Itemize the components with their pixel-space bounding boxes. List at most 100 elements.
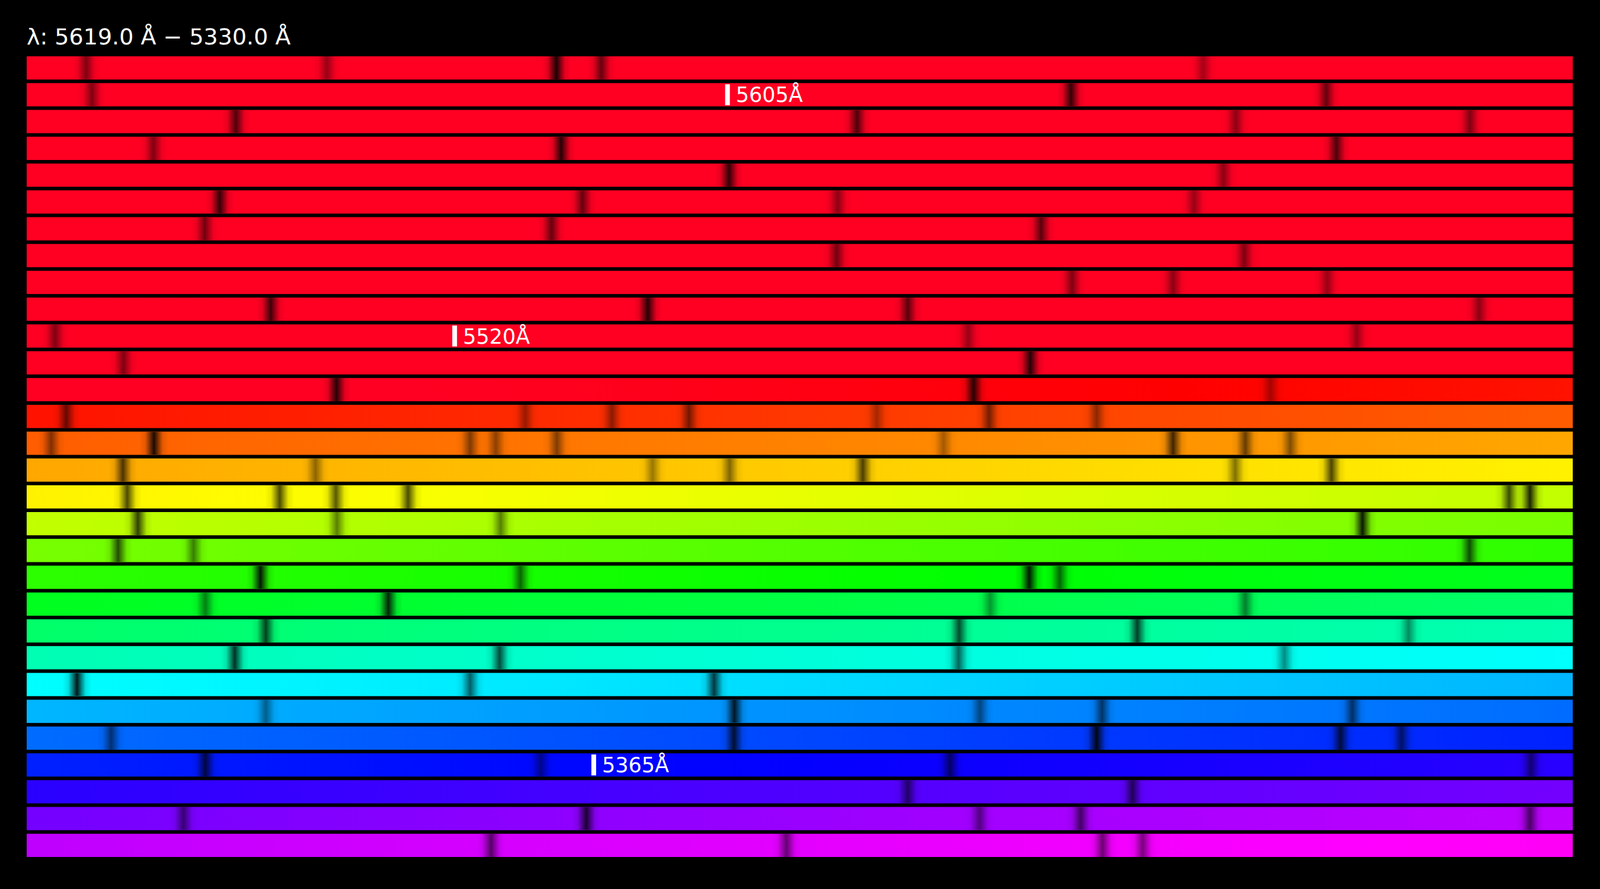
absorption-line (485, 645, 515, 670)
spectrum-row (26, 244, 1573, 268)
row-lines (108, 458, 1346, 482)
absorption-line (139, 136, 169, 160)
absorption-line (893, 297, 923, 321)
absorption-line (485, 512, 515, 536)
annotation-label: 5605Å (736, 81, 803, 107)
annotation-marker (452, 325, 457, 347)
title: λ: 5619.0 Å − 5330.0 Å (26, 23, 291, 50)
absorption-line (715, 458, 745, 482)
absorption-line (1515, 485, 1545, 509)
row-lines (109, 351, 1045, 375)
absorption-line (312, 56, 342, 80)
absorption-line (1515, 807, 1545, 831)
row-lines (1057, 270, 1342, 294)
absorption-line (1014, 565, 1044, 589)
row-lines (71, 56, 1218, 80)
absorption-line (699, 672, 729, 696)
absorption-line (1082, 404, 1112, 428)
absorption-line (848, 458, 878, 482)
absorption-line (1208, 163, 1238, 187)
spectrum-row (26, 351, 1573, 375)
background (0, 0, 1600, 889)
absorption-line (929, 431, 959, 455)
absorption-line (1158, 270, 1188, 294)
annotation-marker (591, 754, 597, 776)
absorption-line (1316, 458, 1346, 482)
absorption-line (542, 431, 572, 455)
absorption-line (40, 324, 70, 348)
absorption-line (481, 431, 511, 455)
row-lines (51, 404, 1111, 428)
absorption-line (51, 404, 81, 428)
spectrum-chart: 5605Å5520Å5365Åλ: 5619.0 Å − 5330.0 Å (0, 0, 1600, 889)
absorption-line (974, 404, 1004, 428)
absorption-line (719, 726, 749, 750)
absorption-line (1230, 431, 1260, 455)
row-lines (77, 82, 1341, 107)
absorption-line (1082, 726, 1112, 750)
absorption-line (1342, 324, 1372, 348)
absorption-line (265, 485, 295, 509)
spectrum-row (26, 833, 1573, 857)
absorption-line (1269, 645, 1299, 670)
row-lines (96, 726, 1416, 750)
row-lines (190, 216, 1056, 240)
spectrum-row (26, 378, 1573, 402)
absorption-line (36, 431, 66, 455)
absorption-line (772, 833, 802, 857)
row-lines (62, 672, 729, 696)
absorption-line (541, 56, 571, 80)
spectrum-row (26, 538, 1573, 562)
spectrum-row (26, 726, 1573, 750)
spectrum-row (26, 297, 1573, 321)
absorption-line (178, 538, 208, 562)
spectrum-row (26, 807, 1573, 831)
row-lines (893, 779, 1147, 803)
absorption-line (568, 190, 598, 214)
absorption-line (959, 378, 989, 402)
absorption-line (190, 753, 220, 777)
absorption-line (62, 672, 92, 696)
absorption-line (1387, 726, 1417, 750)
row-lines (251, 699, 1367, 723)
spectrum-row (26, 565, 1573, 589)
row-lines (123, 512, 1377, 536)
spectrum-row (26, 216, 1573, 240)
absorption-line (1188, 56, 1218, 80)
absorption-line (245, 565, 275, 589)
absorption-line (1088, 833, 1118, 857)
annotation-marker (725, 84, 731, 105)
absorption-line (1322, 136, 1352, 160)
absorption-line (139, 431, 169, 455)
absorption-line (455, 672, 485, 696)
absorption-line (976, 592, 1006, 616)
spectrum-row (26, 645, 1573, 670)
absorption-line (638, 458, 668, 482)
absorption-line (109, 351, 139, 375)
spectrum-row (26, 324, 1573, 348)
spectrum-row (26, 109, 1573, 133)
absorption-line (571, 807, 601, 831)
absorption-line (1256, 378, 1286, 402)
absorption-line (1026, 216, 1056, 240)
absorption-line (96, 726, 126, 750)
absorption-line (393, 485, 423, 509)
absorption-line (1454, 538, 1484, 562)
absorption-line (321, 485, 351, 509)
absorption-line (953, 324, 983, 348)
absorption-line (251, 619, 281, 643)
absorption-line (322, 512, 352, 536)
spectrum-row (26, 56, 1573, 80)
absorption-line (455, 431, 485, 455)
row-lines (821, 244, 1259, 268)
absorption-line (123, 512, 153, 536)
absorption-line (1464, 297, 1494, 321)
absorption-line (1338, 699, 1368, 723)
absorption-line (1220, 458, 1250, 482)
spectrum-row (26, 458, 1573, 482)
absorption-line (506, 565, 536, 589)
absorption-line (103, 538, 133, 562)
spectrum-row (26, 270, 1573, 294)
absorption-line (1455, 109, 1485, 133)
absorption-line (964, 807, 994, 831)
